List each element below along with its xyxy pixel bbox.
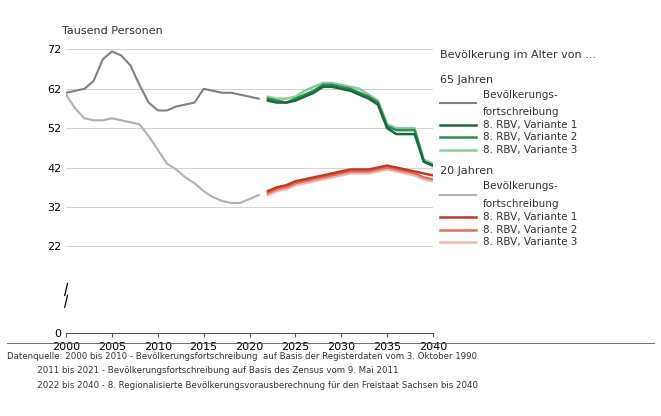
Text: 8. RBV, Variante 1: 8. RBV, Variante 1 xyxy=(483,120,577,130)
Text: fortschreibung: fortschreibung xyxy=(483,107,559,117)
Text: 8. RBV, Variante 2: 8. RBV, Variante 2 xyxy=(483,225,577,235)
Text: 2011 bis 2021 - Bevölkerungsfortschreibung auf Basis des Zensus vom 9. Mai 2011: 2011 bis 2021 - Bevölkerungsfortschreibu… xyxy=(7,366,398,375)
Text: 65 Jahren: 65 Jahren xyxy=(440,75,492,85)
Text: 20 Jahren: 20 Jahren xyxy=(440,166,493,176)
Text: 8. RBV, Variante 3: 8. RBV, Variante 3 xyxy=(483,237,577,247)
Text: Bevölkerungs-: Bevölkerungs- xyxy=(483,90,557,100)
Text: Tausend Personen: Tausend Personen xyxy=(62,26,163,36)
Text: 8. RBV, Variante 3: 8. RBV, Variante 3 xyxy=(483,145,577,155)
Text: Bevölkerungs-: Bevölkerungs- xyxy=(483,181,557,191)
Text: fortschreibung: fortschreibung xyxy=(483,199,559,209)
Text: Bevölkerung im Alter von ...: Bevölkerung im Alter von ... xyxy=(440,50,596,60)
Text: Datenquelle: 2000 bis 2010 - Bevölkerungsfortschreibung  auf Basis der Registerd: Datenquelle: 2000 bis 2010 - Bevölkerung… xyxy=(7,352,477,361)
Text: 2022 bis 2040 - 8. Regionalisierte Bevölkerungsvorausberechnung für den Freistaa: 2022 bis 2040 - 8. Regionalisierte Bevöl… xyxy=(7,381,478,390)
Text: 8. RBV, Variante 1: 8. RBV, Variante 1 xyxy=(483,212,577,222)
Text: 8. RBV, Variante 2: 8. RBV, Variante 2 xyxy=(483,132,577,142)
